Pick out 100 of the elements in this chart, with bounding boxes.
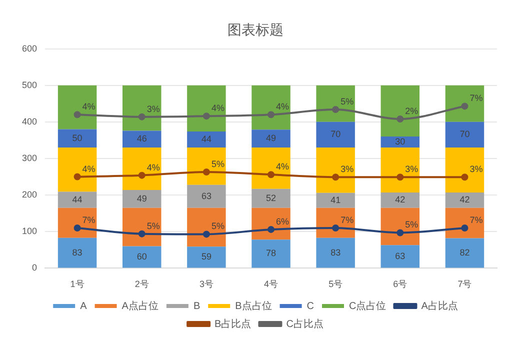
point [396, 229, 404, 236]
point [268, 226, 275, 233]
legend-label: C点占位 [349, 300, 386, 312]
bar [380, 245, 420, 268]
bar [58, 85, 97, 130]
bar [58, 238, 97, 268]
y-tick-label: 0 [32, 262, 38, 273]
data-label: 52 [266, 192, 276, 203]
annotation: 3% [405, 164, 418, 174]
annotation: 2% [405, 106, 418, 116]
annotation: 3% [146, 104, 160, 114]
data-label: 59 [201, 252, 212, 262]
bar [316, 122, 355, 148]
bar [252, 208, 290, 240]
legend-label: B [193, 300, 200, 312]
annotation: 5% [211, 221, 224, 232]
bar [187, 85, 226, 132]
bar [187, 184, 226, 208]
bar [187, 246, 226, 268]
annotation: 7% [82, 214, 96, 225]
legend-label: A点占位 [122, 300, 158, 312]
x-tick-label: 3号 [199, 279, 214, 290]
annotation: 7% [470, 93, 483, 104]
annotation: 7% [470, 214, 483, 225]
data-label: 60 [136, 251, 147, 262]
point [74, 111, 81, 118]
annotation: 6% [276, 216, 290, 226]
bar [122, 130, 162, 148]
bar [58, 148, 97, 192]
data-label: 49 [136, 193, 147, 204]
legend-label: B点占位 [235, 300, 272, 312]
annotation: 7% [340, 214, 354, 225]
bar [380, 208, 420, 246]
y-tick-label: 400 [22, 116, 38, 126]
bar [445, 208, 484, 238]
bar [316, 148, 355, 193]
data-label: 30 [395, 136, 406, 147]
point [332, 174, 340, 181]
data-label: 41 [330, 194, 341, 205]
point [138, 230, 146, 238]
data-label: 42 [395, 194, 406, 205]
bar [58, 192, 97, 208]
annotation: 4% [146, 162, 160, 172]
x-tick-label: 5号 [328, 279, 343, 290]
bar [380, 148, 420, 193]
x-tick-label: 2号 [134, 279, 149, 290]
annotation: 5% [340, 96, 354, 106]
bar [122, 85, 162, 131]
legend-label: A [80, 300, 88, 312]
point [268, 111, 275, 118]
bar [252, 85, 290, 130]
point [461, 174, 468, 181]
bar [187, 148, 226, 185]
annotation: 4% [82, 164, 96, 174]
data-label: 44 [201, 134, 212, 144]
chart-title: 图表标题 [228, 21, 284, 38]
bar [380, 136, 420, 148]
annotation: 3% [340, 164, 354, 174]
point [138, 172, 146, 179]
bar [316, 238, 355, 268]
point [202, 230, 210, 238]
legend-label: C占比点 [286, 318, 324, 330]
bar [252, 240, 290, 268]
annotation: 4% [276, 102, 290, 112]
data-label: 44 [72, 194, 82, 204]
bar [445, 238, 484, 268]
bar [252, 148, 290, 189]
bar [316, 208, 355, 238]
x-tick-label: 1号 [70, 279, 84, 290]
bar [445, 122, 484, 148]
bar [445, 148, 484, 193]
bar [380, 192, 420, 208]
annotation: 4% [82, 102, 96, 112]
bar [445, 192, 484, 208]
y-tick-label: 300 [22, 152, 38, 163]
bar [58, 208, 97, 238]
y-tick-label: 500 [22, 80, 38, 90]
x-tick-label: 4号 [264, 279, 278, 290]
annotation: 5% [146, 220, 160, 231]
annotation: 4% [211, 103, 224, 114]
data-label: 42 [460, 194, 470, 205]
bar [252, 188, 290, 208]
bar [122, 246, 162, 268]
y-tick-label: 100 [22, 226, 38, 236]
x-tick-label: 7号 [458, 279, 472, 290]
y-tick-label: 200 [22, 190, 38, 200]
bar [187, 131, 226, 148]
bar [445, 85, 484, 122]
legend-label: A占比点 [421, 300, 458, 312]
data-label: 83 [330, 247, 341, 258]
bar [122, 190, 162, 208]
x-tick-label: 6号 [393, 279, 408, 290]
point [461, 224, 468, 232]
bar [252, 130, 290, 148]
annotation: 3% [470, 164, 483, 174]
annotation: 5% [405, 220, 418, 230]
data-label: 70 [330, 129, 341, 140]
y-tick-label: 600 [22, 43, 38, 54]
annotation: 5% [211, 159, 224, 170]
bar [316, 85, 355, 122]
